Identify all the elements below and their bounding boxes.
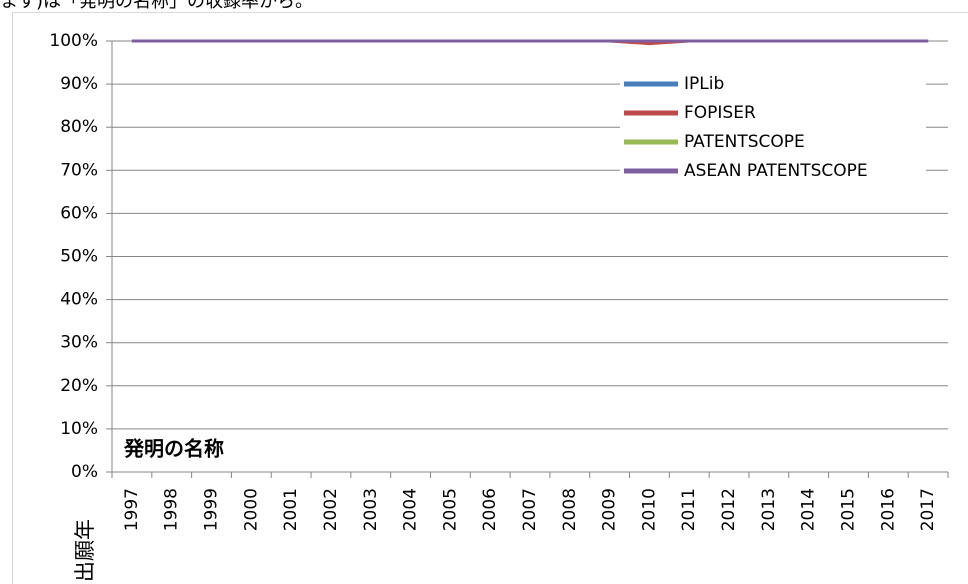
x-tick-label: 2009	[600, 488, 620, 531]
x-tick-label: 2006	[480, 488, 500, 531]
x-tick-label: 2001	[281, 488, 301, 531]
plot-area: 0% 10% 20% 30% 40% 50% 60% 70% 80% 90% 100% 1997 199…	[49, 31, 949, 531]
y-tick-label: 80%	[60, 117, 98, 137]
x-tick-label: 2000	[241, 488, 261, 531]
legend-label: FOPISER	[684, 103, 756, 123]
y-tick-label: 0%	[71, 462, 98, 482]
legend-label: IPLib	[684, 74, 724, 94]
x-axis-label: 出願年	[73, 519, 97, 582]
x-tick-label: 2015	[838, 488, 858, 531]
x-tick-label: 1999	[202, 488, 222, 531]
legend-label: PATENTSCOPE	[684, 132, 805, 152]
x-tick-label: 2005	[440, 488, 460, 531]
x-tick-label: 2007	[520, 488, 540, 531]
caption: ます)は「発明の名称」の収録率から。	[0, 0, 313, 12]
x-tick-label: 2014	[799, 488, 819, 531]
x-tick-label: 2016	[878, 488, 898, 531]
y-tick-label: 50%	[60, 247, 98, 267]
y-tick-label: 70%	[60, 160, 98, 180]
x-tick-label: 2012	[719, 488, 739, 531]
y-tick-label: 100%	[49, 31, 98, 51]
legend-label: ASEAN PATENTSCOPE	[684, 161, 868, 181]
y-tick-label: 10%	[60, 419, 98, 439]
y-tick-label: 20%	[60, 376, 98, 396]
x-tick-label: 2002	[321, 488, 341, 531]
x-tick-label: 2011	[679, 488, 699, 531]
y-tick-label: 60%	[60, 203, 98, 223]
legend-box	[620, 68, 926, 188]
x-tick-label: 1998	[162, 488, 182, 531]
x-tick-label: 2003	[361, 488, 381, 531]
annotation: 発明の名称	[123, 437, 224, 461]
y-tick-label: 90%	[60, 74, 98, 94]
x-tick-label: 2017	[918, 488, 938, 531]
y-tick-label: 30%	[60, 333, 98, 353]
x-tick-label: 2008	[560, 488, 580, 531]
x-tick-label: 2010	[639, 488, 659, 531]
y-tick-label: 40%	[60, 290, 98, 310]
x-tick-label: 1997	[122, 488, 142, 531]
x-tick-label: 2013	[759, 488, 779, 531]
x-tick-label: 2004	[401, 488, 421, 531]
